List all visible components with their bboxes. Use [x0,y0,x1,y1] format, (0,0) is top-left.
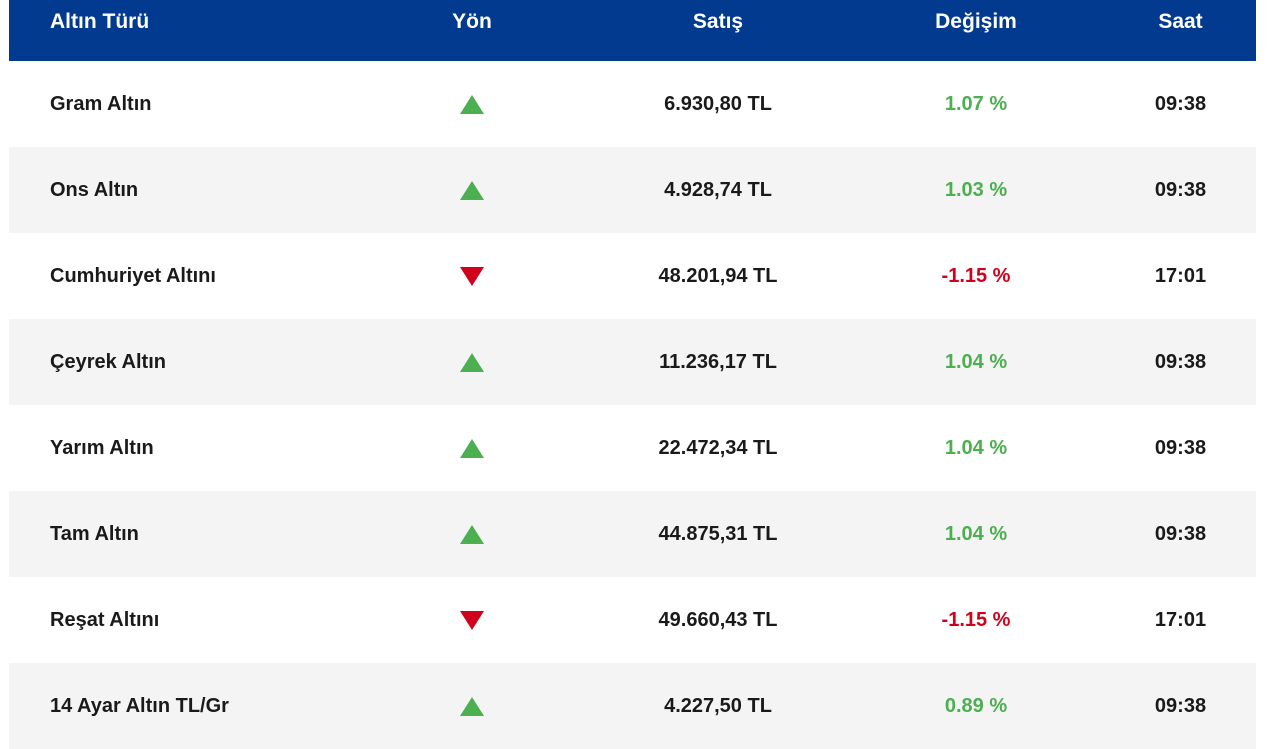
gold-type-name: Çeyrek Altın [50,350,166,373]
direction-cell [355,351,589,374]
update-time: 17:01 [1154,264,1207,287]
change-percent: 1.04 % [944,522,1008,545]
change-percent: 0.89 % [944,694,1008,717]
gold-type-name: Tam Altın [50,522,139,545]
table-row[interactable]: Yarım Altın 22.472,34 TL 1.04 % 09:38 [9,405,1256,491]
gold-prices-table: Altın Türü Yön Satış Değişim Saat Gram A… [9,0,1256,749]
direction-cell [355,179,589,202]
sale-price: 49.660,43 TL [658,608,778,631]
direction-up-icon [460,524,484,544]
sale-price: 22.472,34 TL [658,436,778,459]
direction-up-icon [460,696,484,716]
update-time: 09:38 [1154,694,1207,717]
update-time: 09:38 [1154,92,1207,115]
header-sale-price[interactable]: Satış [692,10,744,33]
sale-price: 48.201,94 TL [658,264,778,287]
sale-price: 6.930,80 TL [664,92,772,115]
direction-cell [355,437,589,460]
gold-type-name: Ons Altın [50,178,139,201]
update-time: 09:38 [1154,350,1207,373]
update-time: 17:01 [1154,608,1207,631]
table-row[interactable]: Gram Altın 6.930,80 TL 1.07 % 09:38 [9,61,1256,147]
change-percent: 1.07 % [944,92,1008,115]
sale-price: 4.227,50 TL [664,694,772,717]
change-percent: 1.03 % [944,178,1008,201]
direction-up-icon [460,94,484,114]
gold-type-name: Yarım Altın [50,436,154,459]
direction-up-icon [460,180,484,200]
table-row[interactable]: Cumhuriyet Altını 48.201,94 TL -1.15 % 1… [9,233,1256,319]
gold-type-name: Reşat Altını [50,608,160,631]
direction-down-icon [460,266,484,286]
table-body: Gram Altın 6.930,80 TL 1.07 % 09:38 Ons … [9,61,1256,749]
sale-price: 4.928,74 TL [664,178,772,201]
change-percent: -1.15 % [941,264,1011,287]
gold-type-name: Gram Altın [50,92,152,115]
table-header: Altın Türü Yön Satış Değişim Saat [9,0,1256,61]
header-change[interactable]: Değişim [935,10,1017,33]
direction-cell [355,93,589,116]
update-time: 09:38 [1154,436,1207,459]
direction-down-icon [460,610,484,630]
update-time: 09:38 [1154,522,1207,545]
change-percent: 1.04 % [944,350,1008,373]
direction-cell [355,609,589,632]
update-time: 09:38 [1154,178,1207,201]
table-row[interactable]: Tam Altın 44.875,31 TL 1.04 % 09:38 [9,491,1256,577]
direction-cell [355,523,589,546]
sale-price: 11.236,17 TL [659,350,777,373]
header-direction[interactable]: Yön [452,10,492,33]
header-time[interactable]: Saat [1158,10,1203,33]
table-row[interactable]: Reşat Altını 49.660,43 TL -1.15 % 17:01 [9,577,1256,663]
table-row[interactable]: Ons Altın 4.928,74 TL 1.03 % 09:38 [9,147,1256,233]
direction-up-icon [460,438,484,458]
header-gold-type[interactable]: Altın Türü [50,10,150,33]
gold-type-name: Cumhuriyet Altını [50,264,216,287]
gold-type-name: 14 Ayar Altın TL/Gr [50,694,229,717]
table-row[interactable]: Çeyrek Altın 11.236,17 TL 1.04 % 09:38 [9,319,1256,405]
direction-cell [355,265,589,288]
change-percent: 1.04 % [944,436,1008,459]
change-percent: -1.15 % [941,608,1011,631]
sale-price: 44.875,31 TL [658,522,778,545]
direction-cell [355,695,589,718]
direction-up-icon [460,352,484,372]
table-row[interactable]: 14 Ayar Altın TL/Gr 4.227,50 TL 0.89 % 0… [9,663,1256,749]
